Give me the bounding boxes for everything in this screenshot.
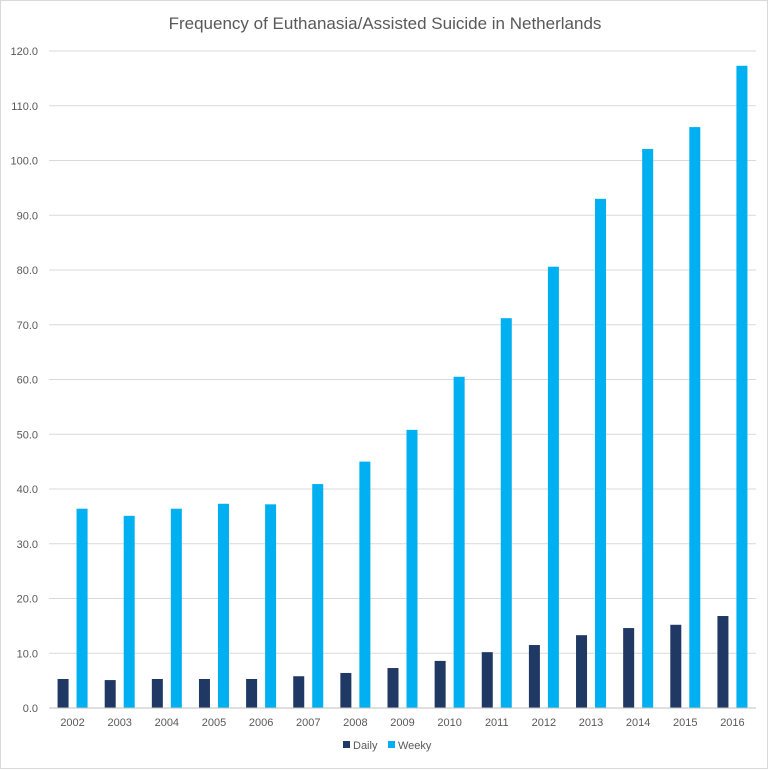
y-tick-label: 60.0 [17,375,38,387]
axes: 0.0 10.0 20.0 30.0 40.0 50.0 60.0 70.0 80.0 90.0 1… [10,46,756,729]
y-tick-label: 50.0 [17,429,38,441]
x-tick-label: 2010 [437,717,461,729]
bar-daily-2015 [670,624,682,708]
bar-weeky-2013 [595,198,607,708]
bar-daily-2011 [481,652,493,708]
x-tick-label: 2007 [296,717,320,729]
x-tick-label: 2002 [60,717,84,729]
bar-daily-2016 [717,616,729,708]
y-tick-label: 0.0 [23,703,38,715]
bar-weeky-2014 [642,149,654,708]
x-tick-label: 2014 [626,717,650,729]
bar-weeky-2005 [217,503,229,708]
bar-weeky-2015 [689,127,701,709]
bar-daily-2008 [340,672,352,708]
chart-title: Frequency of Euthanasia/Assisted Suicide… [169,14,602,33]
y-tick-label: 110.0 [11,101,38,113]
y-tick-label: 10.0 [17,648,38,660]
x-tick-label: 2005 [202,717,226,729]
legend: Daily Weeky [343,740,432,752]
bar-daily-2002 [57,678,69,708]
y-tick-label: 20.0 [17,594,38,606]
bar-weeky-2016 [736,65,748,709]
legend-label-weeky: Weeky [398,740,432,752]
bar-weeky-2004 [170,508,182,708]
x-tick-label: 2013 [579,717,603,729]
x-tick-label: 2016 [720,717,744,729]
x-tick-label: 2012 [532,717,556,729]
x-tick-label: 2008 [343,717,367,729]
bar-daily-2014 [623,628,635,708]
bar-weeky-2011 [500,318,512,708]
bar-daily-2012 [528,645,540,708]
y-tick-label: 120.0 [10,46,38,58]
bar-weeky-2003 [123,515,135,708]
y-tick-label: 80.0 [17,265,38,277]
bar-weeky-2006 [265,504,277,708]
x-tick-label: 2004 [155,717,179,729]
bar-daily-2009 [387,668,399,708]
y-tick-label: 30.0 [17,539,38,551]
bar-weeky-2002 [76,508,88,708]
x-tick-label: 2009 [390,717,414,729]
bar-daily-2007 [293,676,305,708]
legend-swatch-weeky [388,741,395,748]
y-tick-label: 40.0 [17,484,38,496]
legend-swatch-daily [343,741,350,748]
bar-weeky-2012 [547,266,559,708]
bar-weeky-2007 [312,484,324,708]
bar-weeky-2010 [453,376,465,708]
y-tick-label: 90.0 [17,210,38,222]
bar-daily-2013 [576,635,588,708]
bar-daily-2005 [198,678,210,708]
bar-weeky-2008 [359,461,371,708]
x-tick-label: 2011 [485,717,509,729]
x-tick-label: 2015 [673,717,697,729]
bar-daily-2004 [151,678,163,708]
x-tick-label: 2006 [249,717,273,729]
bar-daily-2003 [104,680,116,708]
bar-daily-2010 [434,660,446,708]
bars [57,65,748,709]
y-tick-label: 70.0 [17,320,38,332]
bar-daily-2006 [246,678,258,708]
bar-weeky-2009 [406,429,418,708]
legend-label-daily: Daily [353,740,378,752]
x-tick-label: 2003 [107,717,131,729]
gridlines [49,50,756,709]
y-tick-label: 100.0 [10,156,38,168]
